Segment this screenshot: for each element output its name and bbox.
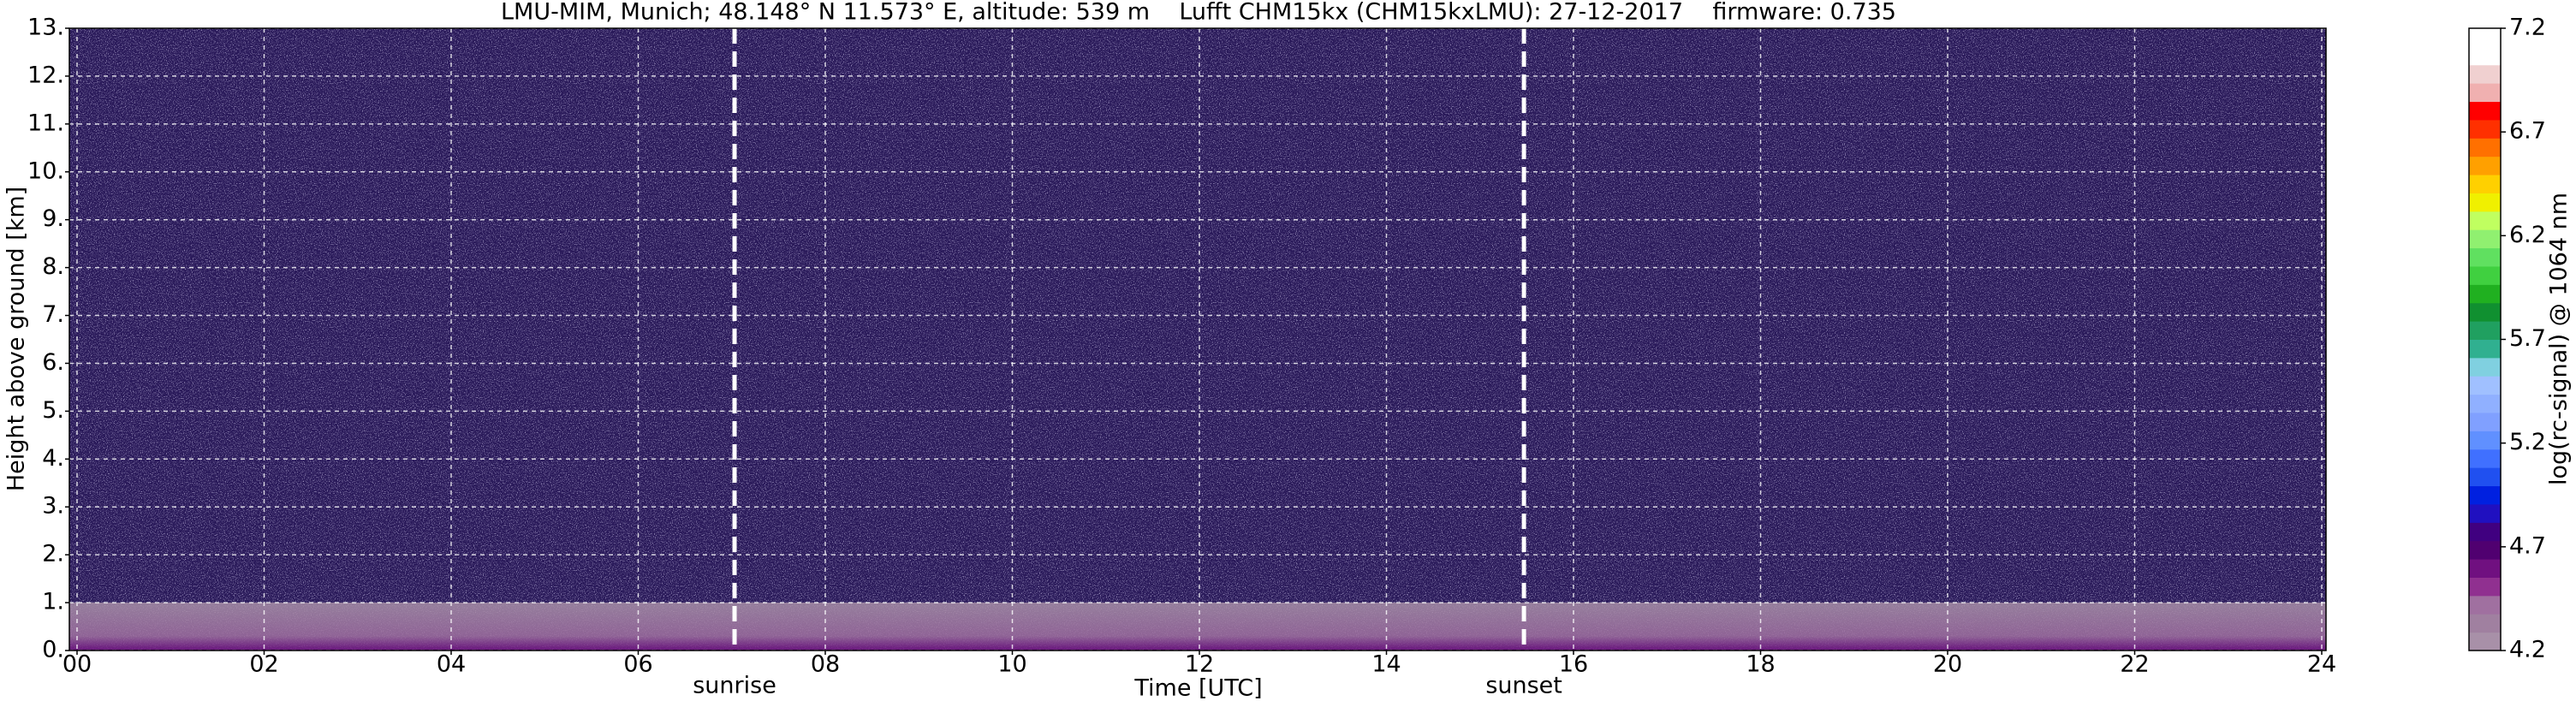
x-tick-label: 04 [437, 651, 466, 678]
signal-noise [69, 28, 2326, 651]
colorbar-band [2469, 376, 2501, 395]
y-tick-label: 4. [42, 445, 64, 472]
x-tick-label: 08 [811, 651, 840, 678]
colorbar-band [2469, 449, 2501, 468]
y-tick-label: 12. [27, 62, 64, 88]
boundary-layer [69, 603, 2326, 651]
colorbar-tick-label: 4.2 [2509, 637, 2546, 663]
colorbar-band [2469, 175, 2501, 193]
x-tick-label: 06 [623, 651, 652, 678]
y-tick-label: 10. [27, 157, 64, 184]
plot-area [69, 28, 2326, 651]
colorbar-band [2469, 101, 2501, 121]
colorbar-band [2469, 247, 2501, 267]
colorbar-band [2469, 284, 2501, 304]
annotation-label: sunrise [693, 673, 776, 699]
colorbar-tick-label: 6.2 [2509, 222, 2546, 248]
colorbar-tick-label: 5.2 [2509, 429, 2546, 455]
colorbar-tick-label: 4.7 [2509, 532, 2546, 559]
y-tick-label: 6. [42, 349, 64, 376]
y-tick-label: 8. [42, 253, 64, 280]
colorbar-band [2469, 265, 2501, 285]
colorbar-tick-label: 5.7 [2509, 325, 2546, 352]
y-tick-label: 5. [42, 397, 64, 424]
colorbar-band [2469, 138, 2501, 157]
colorbar-band [2469, 413, 2501, 431]
colorbar-band [2469, 503, 2501, 523]
y-tick-label: 11. [27, 110, 64, 136]
colorbar-band [2469, 339, 2501, 359]
x-tick-label: 00 [62, 651, 92, 678]
y-tick-label: 0. [42, 637, 64, 663]
colorbar-band [2469, 559, 2501, 578]
colorbar-band [2469, 229, 2501, 249]
colorbar-band [2469, 522, 2501, 542]
colorbar-band [2469, 577, 2501, 597]
x-tick-label: 02 [249, 651, 278, 678]
colorbar-band [2469, 467, 2501, 487]
x-tick-label: 20 [1933, 651, 1962, 678]
x-tick-label: 22 [2120, 651, 2149, 678]
colorbar-band [2469, 28, 2501, 47]
colorbar-tick-label: 6.7 [2509, 118, 2546, 145]
annotation-label: sunset [1485, 673, 1562, 699]
y-tick-label: 1. [42, 589, 64, 615]
colorbar-band [2469, 595, 2501, 615]
colorbar-band [2469, 64, 2501, 84]
x-tick-label: 12 [1185, 651, 1214, 678]
colorbar-band [2469, 485, 2501, 505]
y-tick-label: 7. [42, 301, 64, 328]
x-tick-label: 24 [2307, 651, 2336, 678]
colorbar-band [2469, 83, 2501, 103]
colorbar-band [2469, 302, 2501, 322]
y-tick-label: 9. [42, 205, 64, 232]
colorbar-band [2469, 211, 2501, 230]
y-axis-label: Height above ground [km] [3, 187, 30, 491]
plot-frame [68, 27, 2327, 651]
x-tick-label: 18 [1746, 651, 1775, 678]
colorbar-band [2469, 193, 2501, 212]
colorbar-band [2469, 357, 2501, 377]
x-tick-label: 10 [997, 651, 1026, 678]
colorbar-tick-label: 7.2 [2509, 15, 2546, 41]
colorbar-band [2469, 156, 2501, 175]
y-tick-label: 2. [42, 541, 64, 567]
y-tick-label: 3. [42, 493, 64, 520]
colorbar-band [2469, 46, 2501, 66]
colorbar-band [2469, 614, 2501, 633]
colorbar-band [2469, 394, 2501, 413]
colorbar-band [2469, 632, 2501, 651]
chart-title: LMU-MIM, Munich; 48.148° N 11.573° E, al… [501, 0, 1896, 26]
y-tick-label: 13. [27, 15, 64, 41]
colorbar-label: log(rc-signal) @ 1064 nm [2546, 193, 2573, 485]
colorbar-band [2469, 119, 2501, 139]
colorbar-band [2469, 540, 2501, 560]
colorbar-band [2469, 431, 2501, 450]
x-axis-label: Time [UTC] [1133, 675, 1262, 702]
colorbar-band [2469, 321, 2501, 340]
x-tick-label: 14 [1371, 651, 1401, 678]
x-tick-label: 16 [1559, 651, 1588, 678]
